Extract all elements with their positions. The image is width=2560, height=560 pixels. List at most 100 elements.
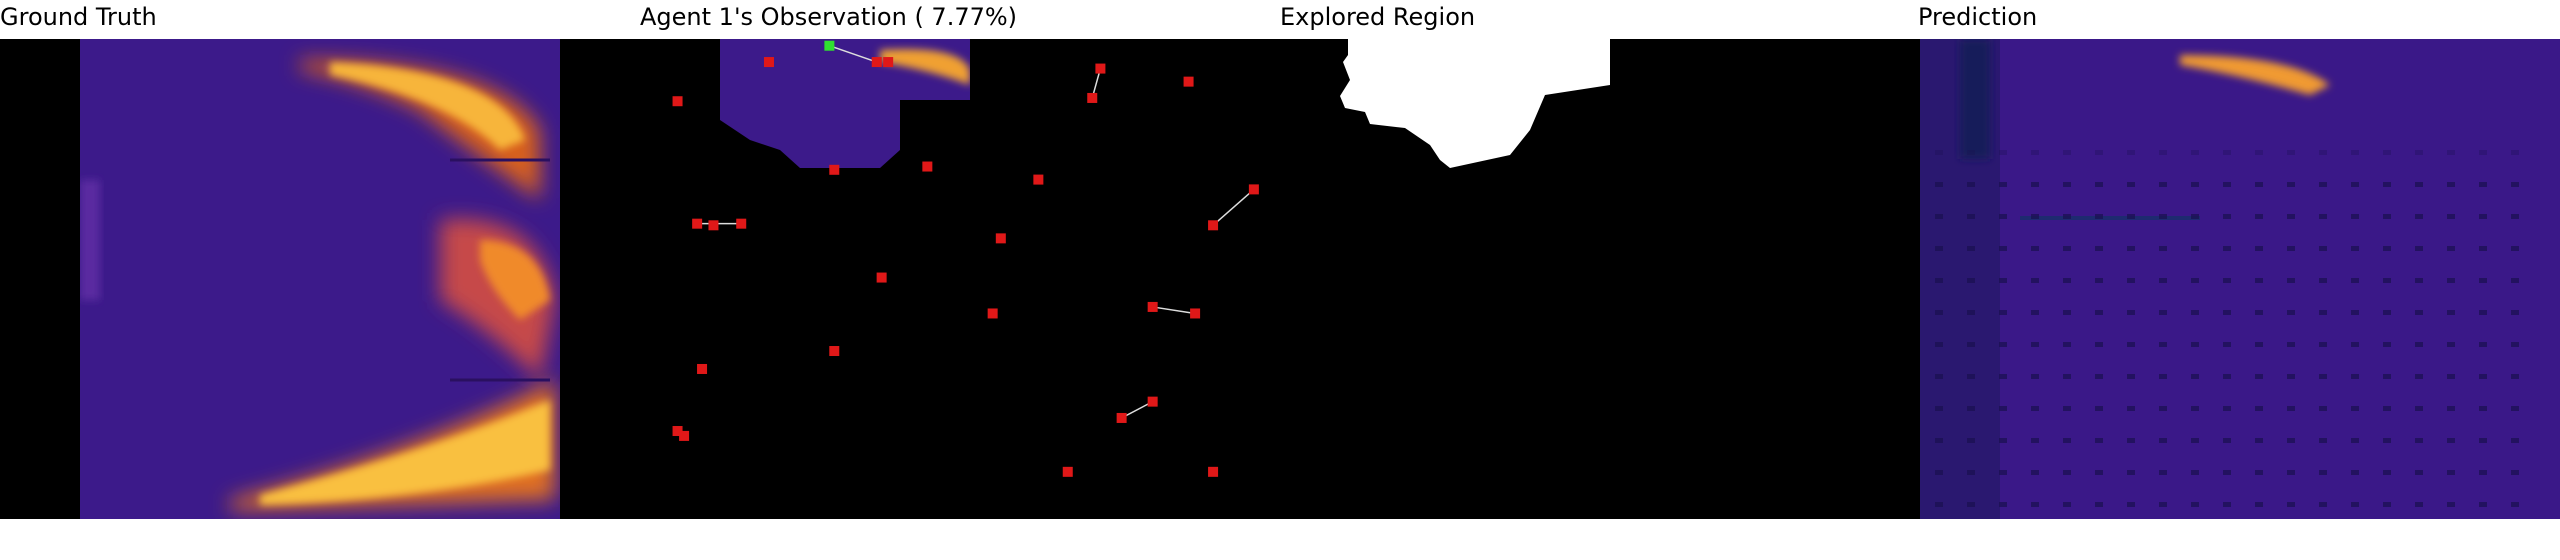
prediction-artifact (1967, 246, 1975, 251)
prediction-artifact (2191, 342, 2199, 347)
prediction-artifact (2287, 470, 2295, 475)
prediction-artifact (1967, 182, 1975, 187)
prediction-artifact (2063, 310, 2071, 315)
prediction-artifact (2351, 406, 2359, 411)
prediction-artifact (2447, 502, 2455, 507)
agent (829, 346, 840, 357)
prediction-artifact (2095, 438, 2103, 443)
prediction-artifact (1935, 438, 1943, 443)
prediction-artifact (2479, 438, 2487, 443)
agent (736, 218, 747, 229)
prediction-artifact (2511, 182, 2519, 187)
prediction-artifact (2159, 246, 2167, 251)
prediction-artifact (1967, 150, 1975, 155)
agent (1062, 466, 1073, 477)
prediction-artifact (2287, 438, 2295, 443)
agent (987, 308, 998, 319)
prediction-artifact (2319, 214, 2327, 219)
prediction-artifact (2511, 470, 2519, 475)
prediction-artifact (2479, 502, 2487, 507)
prediction-artifact (2287, 374, 2295, 379)
agent-link (1212, 188, 1255, 226)
prediction-artifact (1935, 150, 1943, 155)
prediction-artifact (2191, 214, 2199, 219)
prediction-artifact (2031, 214, 2039, 219)
prediction-artifact (2063, 470, 2071, 475)
prediction-artifact (1967, 278, 1975, 283)
prediction-artifact (2255, 246, 2263, 251)
prediction-artifact (1935, 342, 1943, 347)
prediction-artifact (1967, 438, 1975, 443)
prediction-artifact (2447, 214, 2455, 219)
prediction-artifact (2159, 406, 2167, 411)
prediction-artifact (2447, 310, 2455, 315)
prediction-artifact (2351, 214, 2359, 219)
prediction-artifact (2095, 214, 2103, 219)
prediction-artifact (2287, 502, 2295, 507)
prediction-artifact (2287, 310, 2295, 315)
prediction-artifact (2511, 438, 2519, 443)
prediction-artifact (2287, 342, 2295, 347)
prediction-artifact (2415, 214, 2423, 219)
prediction-artifact (2351, 470, 2359, 475)
prediction-artifact (2511, 150, 2519, 155)
agent (1095, 63, 1106, 74)
prediction-artifact (2223, 214, 2231, 219)
agent (672, 426, 683, 437)
prediction-artifact (2319, 438, 2327, 443)
agent (1248, 184, 1259, 195)
prediction-artifact (2415, 406, 2423, 411)
prediction-artifact (2063, 342, 2071, 347)
agent (1033, 174, 1044, 185)
agent (1147, 301, 1158, 312)
agent (763, 57, 774, 68)
agent-link (829, 45, 877, 63)
prediction-artifact (2351, 342, 2359, 347)
prediction-artifact (2479, 470, 2487, 475)
prediction-artifact (2479, 214, 2487, 219)
prediction-artifact (2383, 278, 2391, 283)
prediction-artifact (2415, 502, 2423, 507)
prediction-artifact (2191, 278, 2199, 283)
prediction-artifact (2191, 246, 2199, 251)
prediction-artifact (1967, 502, 1975, 507)
prediction-artifact (2095, 182, 2103, 187)
prediction-artifact (1999, 150, 2007, 155)
prediction-artifact (2063, 278, 2071, 283)
prediction-artifact (2095, 502, 2103, 507)
prediction-artifact (1967, 310, 1975, 315)
prediction-artifact (2191, 182, 2199, 187)
prediction-artifact (2383, 470, 2391, 475)
agent (692, 218, 703, 229)
prediction-artifact (2319, 470, 2327, 475)
prediction-artifact (2287, 150, 2295, 155)
prediction-artifact (2255, 470, 2263, 475)
prediction-artifact (2255, 182, 2263, 187)
prediction-artifact (2319, 150, 2327, 155)
prediction-artifact (2191, 406, 2199, 411)
prediction-artifact (2031, 182, 2039, 187)
prediction-artifact (2095, 310, 2103, 315)
prediction-artifact (2383, 406, 2391, 411)
agent (708, 220, 719, 231)
prediction-artifact (1935, 278, 1943, 283)
prediction-artifact (1935, 310, 1943, 315)
prediction-artifact (2511, 310, 2519, 315)
prediction-artifact (2415, 278, 2423, 283)
prediction-artifact (2447, 406, 2455, 411)
prediction-artifact (2223, 406, 2231, 411)
prediction-artifact (2319, 310, 2327, 315)
prediction-artifact (2511, 502, 2519, 507)
prediction-artifact (2159, 374, 2167, 379)
prediction-artifact (2223, 182, 2231, 187)
prediction-artifact (2351, 374, 2359, 379)
prediction-artifact (2255, 150, 2263, 155)
prediction-artifact (1999, 310, 2007, 315)
prediction-artifact (2351, 310, 2359, 315)
agent (1147, 396, 1158, 407)
prediction-artifact (2319, 246, 2327, 251)
prediction-artifact (2447, 246, 2455, 251)
prediction-artifact (2127, 278, 2135, 283)
prediction-artifact (2127, 150, 2135, 155)
prediction-artifact (1999, 470, 2007, 475)
